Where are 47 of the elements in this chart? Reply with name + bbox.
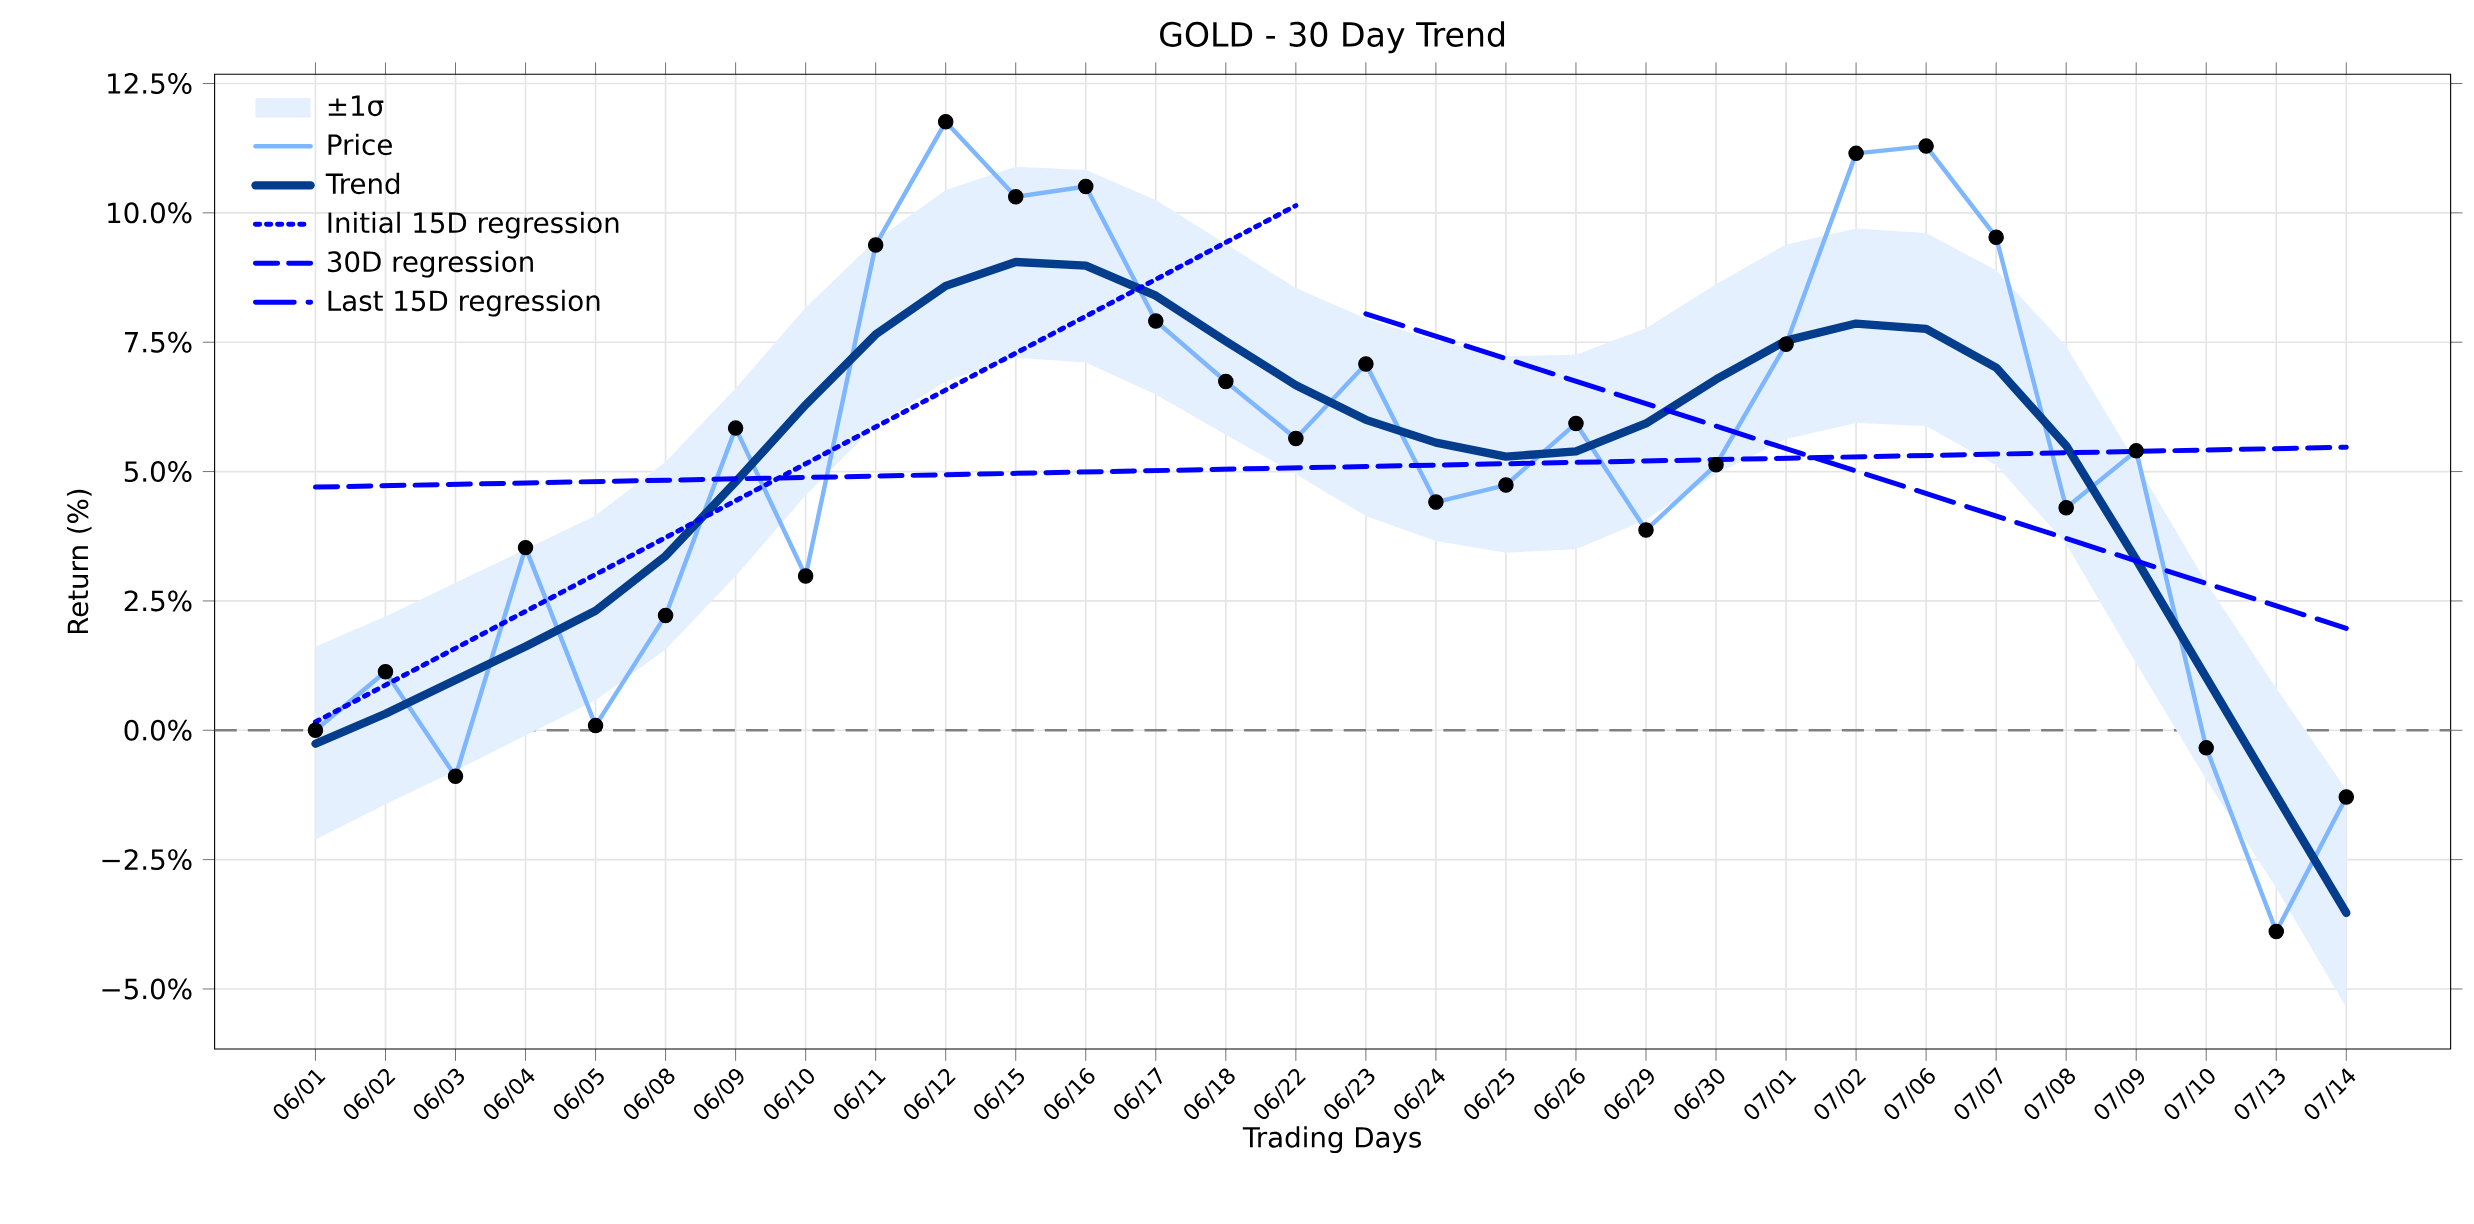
annotation: ±1σ bbox=[328, 95, 384, 117]
point bbox=[1918, 138, 1934, 154]
y-tick-label: 10.0% bbox=[108, 202, 192, 224]
point bbox=[657, 607, 674, 624]
point bbox=[867, 237, 884, 253]
point bbox=[1988, 229, 2004, 245]
point bbox=[727, 420, 744, 436]
y-tick-label: 12.5% bbox=[108, 73, 192, 94]
y-tick-label: 2.5% bbox=[124, 590, 192, 612]
y-tick-label: 0.0% bbox=[124, 719, 192, 741]
y-tick-label: −2.5% bbox=[102, 849, 192, 871]
chart-title: GOLD - 30 Day Trend bbox=[1160, 21, 1505, 54]
point bbox=[1078, 178, 1094, 195]
point bbox=[307, 722, 324, 739]
point bbox=[1638, 522, 1654, 538]
point bbox=[797, 568, 814, 584]
point bbox=[377, 664, 394, 680]
point bbox=[2338, 789, 2355, 805]
point bbox=[1498, 477, 1514, 493]
legend-label: Initial 15D regression bbox=[328, 211, 619, 239]
point bbox=[587, 717, 604, 734]
point bbox=[1708, 457, 1724, 473]
point bbox=[447, 768, 464, 785]
x-axis-title: Trading Days bbox=[1242, 1126, 1421, 1154]
point bbox=[2198, 740, 2214, 756]
point bbox=[1778, 336, 1794, 353]
point bbox=[1148, 313, 1164, 329]
point bbox=[517, 539, 534, 556]
y-tick-label: 7.5% bbox=[124, 331, 192, 353]
point bbox=[1358, 356, 1374, 372]
point bbox=[2268, 923, 2285, 940]
y-tick-label: 5.0% bbox=[124, 461, 192, 483]
point bbox=[1288, 430, 1304, 447]
point bbox=[937, 114, 954, 130]
y-tick-label: −5.0% bbox=[102, 978, 192, 1000]
legend-label: Last 15D regression bbox=[328, 289, 600, 317]
point bbox=[1218, 373, 1234, 390]
point bbox=[2128, 443, 2144, 459]
point bbox=[1428, 494, 1444, 510]
point bbox=[1568, 415, 1584, 432]
point bbox=[1848, 145, 1864, 162]
legend-label: Trend bbox=[325, 172, 400, 195]
y-axis-title: Return (%) bbox=[66, 489, 92, 634]
point bbox=[2058, 500, 2074, 516]
legend-label: 30D regression bbox=[327, 250, 533, 278]
point bbox=[1007, 189, 1024, 205]
legend-label: Price bbox=[328, 133, 392, 156]
